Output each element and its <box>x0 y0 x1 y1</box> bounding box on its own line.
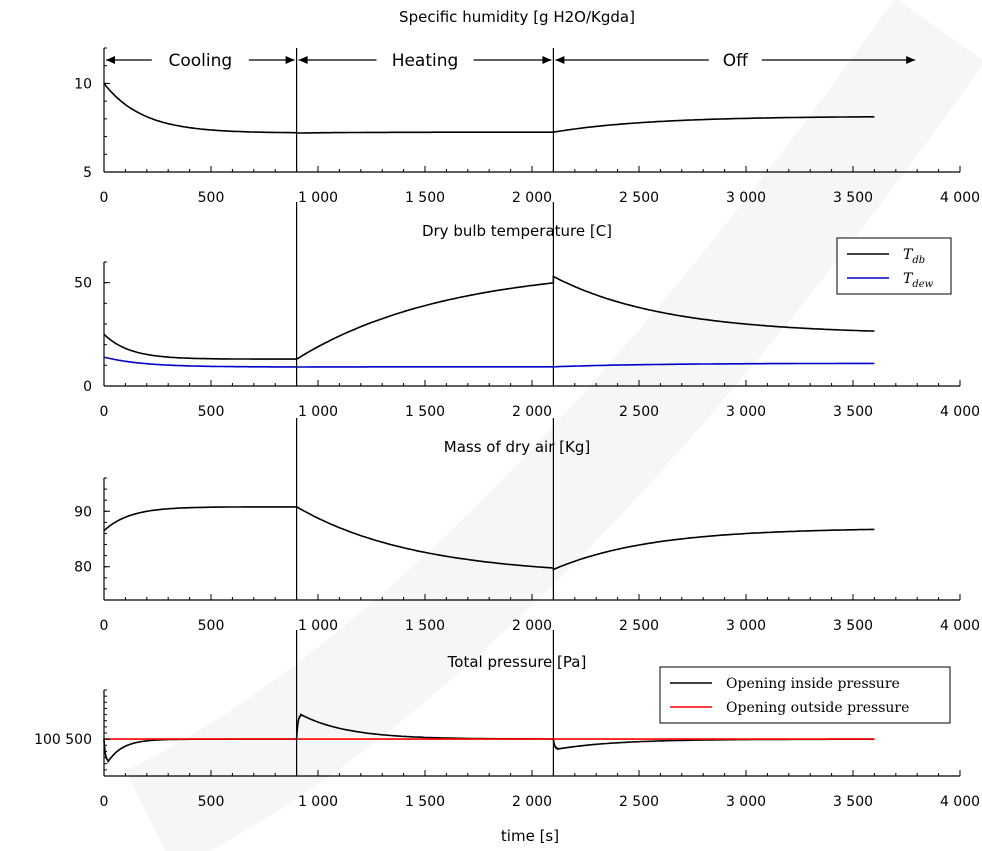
x-tick-label: 3 500 <box>833 190 873 206</box>
x-tick-label: 4 000 <box>940 618 980 634</box>
phase-arrowhead <box>555 56 565 64</box>
x-tick-label: 3 000 <box>726 618 766 634</box>
x-tick-label: 1 000 <box>298 794 338 810</box>
x-tick-label: 4 000 <box>940 190 980 206</box>
x-tick-label: 4 000 <box>940 794 980 810</box>
legend-label: Tdew <box>903 271 934 290</box>
x-tick-label: 2 000 <box>512 794 552 810</box>
phase-label: Off <box>723 51 749 71</box>
phase-arrowhead <box>285 56 295 64</box>
x-tick-label: 1 500 <box>405 618 445 634</box>
series-line <box>103 82 875 134</box>
y-tick-label: 10 <box>74 76 92 92</box>
y-tick-label: 100 500 <box>34 732 92 748</box>
x-tick-label: 2 500 <box>619 190 659 206</box>
x-tick-label: 0 <box>100 404 109 420</box>
x-tick-label: 3 500 <box>833 404 873 420</box>
legend-box <box>836 237 952 295</box>
x-tick-label: 0 <box>100 190 109 206</box>
x-tick-label: 3 500 <box>833 618 873 634</box>
legend-box <box>659 666 951 724</box>
y-tick-label: 80 <box>74 560 92 576</box>
phase-arrowhead <box>542 56 552 64</box>
series-line <box>103 275 875 360</box>
x-tick-label: 500 <box>198 190 225 206</box>
x-tick-label: 3 000 <box>726 794 766 810</box>
x-tick-label: 2 500 <box>619 618 659 634</box>
chart-title: Specific humidity [g H2O/Kgda] <box>399 8 635 26</box>
x-tick-label: 1 000 <box>298 404 338 420</box>
x-tick-label: 1 500 <box>405 190 445 206</box>
legend-label: Tdb <box>903 247 925 266</box>
y-tick-label: 50 <box>74 276 92 292</box>
x-tick-label: 0 <box>100 618 109 634</box>
series-line <box>103 713 875 764</box>
chart-title: Dry bulb temperature [C] <box>422 222 612 240</box>
x-tick-label: 500 <box>198 404 225 420</box>
chart-title: Mass of dry air [Kg] <box>444 438 590 456</box>
y-tick-label: 0 <box>83 379 92 395</box>
legend-label: Opening inside pressure <box>726 676 900 692</box>
panel-dry-bulb-temperature: Dry bulb temperature [C] 0 500 1 000 1 500 2… <box>74 202 980 420</box>
panel-mass-of-dry-air: Mass of dry air [Kg] 0 500 1 000 1 500 2 000… <box>74 418 980 634</box>
x-tick-label: 1 500 <box>405 404 445 420</box>
x-axis-label: time [s] <box>501 827 559 845</box>
x-tick-label: 2 000 <box>512 404 552 420</box>
phase-label: Heating <box>392 51 459 71</box>
panel-specific-humidity: Specific humidity [g H2O/Kgda] 0 500 1 000… <box>74 8 980 206</box>
phase-arrowhead <box>906 56 916 64</box>
x-tick-label: 500 <box>198 794 225 810</box>
x-tick-label: 2 000 <box>512 190 552 206</box>
x-tick-label: 2 500 <box>619 794 659 810</box>
series-line <box>103 505 875 571</box>
phase-arrowhead <box>106 56 115 64</box>
panel-total-pressure: Total pressure [Pa] 0 500 1 000 1 500 2 000 2… <box>34 630 980 845</box>
x-tick-label: 3 000 <box>726 404 766 420</box>
y-tick-label: 90 <box>74 504 92 520</box>
series-line <box>103 356 875 368</box>
x-tick-label: 2 000 <box>512 618 552 634</box>
phase-label: Cooling <box>168 51 232 71</box>
x-tick-label: 3 000 <box>726 190 766 206</box>
phase-arrowhead <box>298 56 308 64</box>
x-tick-label: 3 500 <box>833 794 873 810</box>
x-tick-label: 4 000 <box>940 404 980 420</box>
x-tick-label: 1 000 <box>298 190 338 206</box>
y-tick-label: 5 <box>83 165 92 181</box>
x-tick-label: 500 <box>198 618 225 634</box>
chart-title: Total pressure [Pa] <box>447 653 587 671</box>
phase-annotations: Cooling Heating Off <box>106 51 916 71</box>
legend-label: Opening outside pressure <box>726 700 909 716</box>
x-tick-label: 1 000 <box>298 618 338 634</box>
x-tick-label: 2 500 <box>619 404 659 420</box>
x-tick-label: 0 <box>100 794 109 810</box>
x-tick-label: 1 500 <box>405 794 445 810</box>
